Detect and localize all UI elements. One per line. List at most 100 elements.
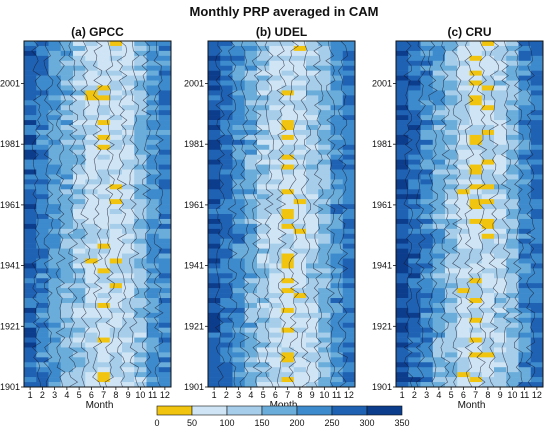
heat-cell [97,85,111,91]
heat-cell [281,312,295,319]
heat-cell [445,357,458,363]
heat-cell [293,41,307,47]
heat-cell [342,298,356,304]
heat-cell [342,80,356,86]
heat-cell [518,129,532,136]
heat-cell [432,41,446,47]
heat-cell [293,149,307,155]
heat-cell [220,120,233,126]
heat-cell [134,199,147,205]
figure-title: Monthly PRP averaged in CAM [189,4,378,19]
heat-cell [469,332,483,338]
heat-cell [342,174,356,180]
heat-cell [109,174,123,180]
heat-cell [281,189,295,195]
heat-cell [48,174,62,180]
heat-cell [269,228,282,235]
heat-cell [158,149,172,155]
heat-cell [134,209,147,215]
heat-cell [481,179,495,185]
heat-cell [109,322,123,328]
heat-cell [24,70,37,76]
heat-cell [293,307,307,314]
heat-cell [60,278,74,284]
heat-cell [48,372,62,378]
heat-cell [85,322,98,328]
heat-cell [60,139,74,146]
heat-cell [506,129,519,136]
heat-cell [445,218,458,225]
heat-cell [134,60,147,67]
heat-cell [208,218,221,225]
heat-cell [330,357,344,363]
heat-cell [396,223,409,230]
contour-line [80,40,91,388]
colorbar-tick-label: 200 [289,418,304,428]
heat-cell [306,144,319,151]
heat-cell [318,273,331,279]
heat-cell [469,352,483,358]
heat-cell [457,283,470,289]
heat-cell [469,110,483,116]
heat-cell [134,352,147,358]
heat-cell [122,189,135,195]
heat-cell [48,164,62,170]
heat-cell [122,273,135,279]
heat-cell [445,327,458,333]
contour-line [288,40,300,388]
heat-cell [36,174,49,180]
heat-cell [158,332,172,338]
heat-cell [420,322,434,328]
heat-cell [469,134,483,141]
heat-cell [481,110,495,116]
heat-cell [530,317,544,324]
heat-cell [396,164,409,170]
heat-cell [293,129,307,136]
heat-cell [85,283,98,289]
heat-cell [85,342,98,348]
heat-cell [146,332,160,338]
heat-cell [109,377,123,383]
heat-cell [494,243,507,249]
heat-cell [396,199,409,205]
heat-cell [494,317,507,324]
heat-cell [97,134,111,141]
heat-cell [208,377,221,383]
heat-cell [457,253,470,259]
heat-cell [158,372,172,378]
heat-cell [530,263,544,269]
heat-cell [506,120,519,126]
heat-cell [208,70,221,76]
heat-cell [281,307,295,314]
heat-cell [408,283,421,289]
heat-cell [60,293,74,299]
heat-cell [244,174,258,180]
heat-cell [208,312,221,319]
x-tick-label: 11 [148,390,157,400]
heat-cell [306,65,319,71]
heat-cell [269,120,282,126]
heat-cell [122,115,135,121]
heat-cell [208,41,221,47]
heat-cell [330,164,344,170]
heat-cell [293,95,307,101]
heat-cell [73,120,86,126]
heat-cell [134,223,147,230]
heat-cell [257,169,270,175]
heat-cell [208,367,221,373]
heat-cell [158,214,172,220]
heat-cell [293,110,307,116]
heat-cell [109,125,123,131]
heat-cell [232,307,246,314]
heat-cell [506,41,519,47]
heat-cell [244,179,258,185]
heat-cell [281,327,295,333]
heat-cell [60,194,74,200]
heat-cell [506,382,519,388]
heat-cell [306,125,319,131]
heat-cell [318,209,331,215]
heat-cell [494,60,507,67]
heat-cell [269,218,282,225]
heat-cell [244,288,258,294]
